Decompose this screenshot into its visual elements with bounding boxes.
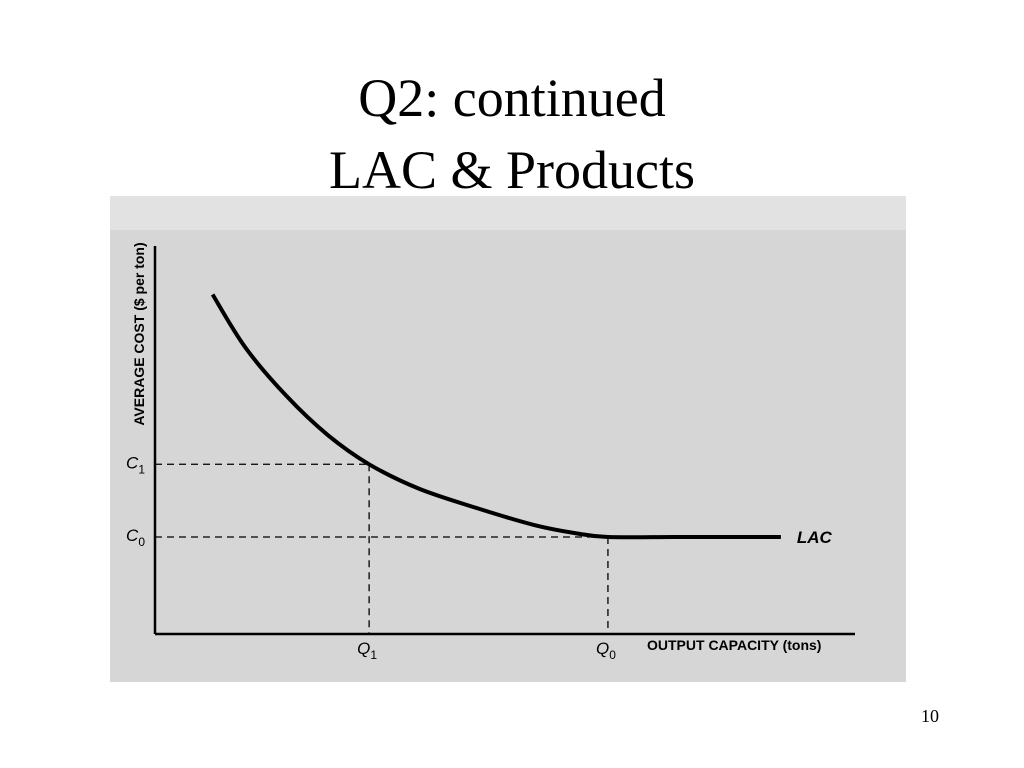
title-line-2: LAC & Products [328, 140, 695, 200]
y-axis-label: AVERAGE COST ($ per ton) [131, 242, 147, 425]
y-tick-label: C1 [126, 453, 145, 476]
x-tick-label: Q0 [596, 639, 616, 662]
lac-curve [210, 293, 781, 540]
x-axis-label: OUTPUT CAPACITY (tons) [647, 637, 821, 653]
title-line-1: Q2: continued [358, 68, 666, 128]
lac-chart: LAC OUTPUT CAPACITY (tons) AVERAGE COST … [126, 242, 855, 662]
series-label-lac: LAC [797, 528, 833, 547]
page-number: 10 [921, 706, 939, 726]
x-tick-label: Q1 [357, 639, 377, 662]
y-tick-label: C0 [126, 526, 145, 549]
tick-labels: Q1 Q0 C1 C0 [126, 453, 616, 662]
chart-panel: LAC OUTPUT CAPACITY (tons) AVERAGE COST … [110, 196, 906, 682]
slide-title: Q2: continued LAC & Products [0, 62, 1024, 206]
guide-lines [155, 463, 609, 634]
